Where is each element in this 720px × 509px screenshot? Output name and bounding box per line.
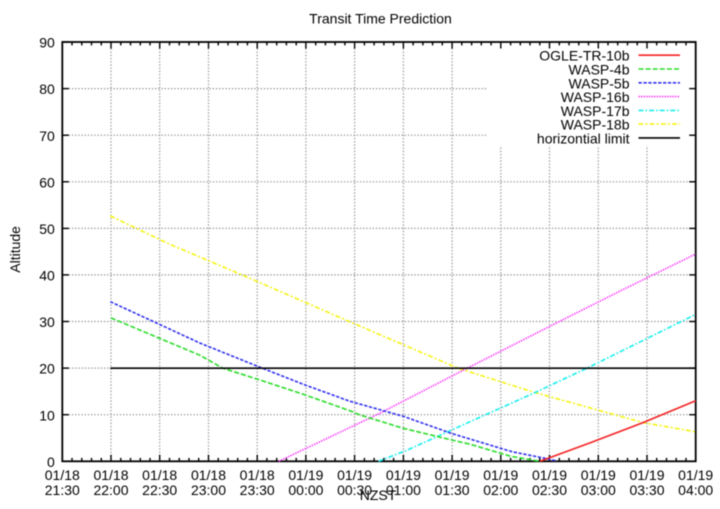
svg-text:01/19: 01/19 bbox=[386, 467, 421, 483]
svg-text:80: 80 bbox=[39, 81, 55, 97]
svg-text:70: 70 bbox=[39, 128, 55, 144]
svg-text:22:00: 22:00 bbox=[93, 482, 128, 498]
svg-text:01:30: 01:30 bbox=[435, 482, 470, 498]
svg-text:01/19: 01/19 bbox=[337, 467, 372, 483]
svg-text:01/19: 01/19 bbox=[483, 467, 518, 483]
svg-text:20: 20 bbox=[39, 361, 55, 377]
svg-text:01/18: 01/18 bbox=[191, 467, 226, 483]
svg-text:OGLE-TR-10b: OGLE-TR-10b bbox=[539, 48, 629, 64]
svg-text:03:30: 03:30 bbox=[629, 482, 664, 498]
svg-text:WASP-4b: WASP-4b bbox=[569, 62, 630, 78]
svg-text:NZST: NZST bbox=[360, 487, 397, 503]
svg-text:01/19: 01/19 bbox=[581, 467, 616, 483]
svg-text:00:00: 00:00 bbox=[288, 482, 323, 498]
svg-text:00:30: 00:30 bbox=[337, 482, 372, 498]
svg-text:90: 90 bbox=[39, 35, 55, 51]
svg-text:WASP-5b: WASP-5b bbox=[569, 75, 630, 91]
svg-text:WASP-18b: WASP-18b bbox=[561, 117, 630, 133]
svg-text:horizontial limit: horizontial limit bbox=[537, 130, 630, 146]
svg-text:Transit Time Prediction: Transit Time Prediction bbox=[309, 11, 452, 27]
svg-text:01/19: 01/19 bbox=[678, 467, 713, 483]
svg-text:03:00: 03:00 bbox=[581, 482, 616, 498]
svg-text:60: 60 bbox=[39, 174, 55, 190]
svg-text:10: 10 bbox=[39, 407, 55, 423]
svg-text:01:00: 01:00 bbox=[386, 482, 421, 498]
svg-text:WASP-16b: WASP-16b bbox=[561, 89, 630, 105]
svg-text:04:00: 04:00 bbox=[678, 482, 713, 498]
svg-text:0: 0 bbox=[47, 454, 55, 470]
svg-text:02:00: 02:00 bbox=[483, 482, 518, 498]
svg-text:WASP-17b: WASP-17b bbox=[561, 103, 630, 119]
svg-text:01/19: 01/19 bbox=[532, 467, 567, 483]
svg-text:01/18: 01/18 bbox=[45, 467, 80, 483]
svg-text:40: 40 bbox=[39, 268, 55, 284]
svg-text:01/18: 01/18 bbox=[142, 467, 177, 483]
svg-text:30: 30 bbox=[39, 314, 55, 330]
svg-text:01/19: 01/19 bbox=[288, 467, 323, 483]
svg-text:22:30: 22:30 bbox=[142, 482, 177, 498]
svg-text:21:30: 21:30 bbox=[45, 482, 80, 498]
svg-text:Altitude: Altitude bbox=[7, 226, 23, 273]
svg-text:01/18: 01/18 bbox=[240, 467, 275, 483]
svg-text:01/19: 01/19 bbox=[435, 467, 470, 483]
svg-text:01/18: 01/18 bbox=[93, 467, 128, 483]
svg-text:23:00: 23:00 bbox=[191, 482, 226, 498]
svg-text:02:30: 02:30 bbox=[532, 482, 567, 498]
svg-text:50: 50 bbox=[39, 221, 55, 237]
svg-text:23:30: 23:30 bbox=[240, 482, 275, 498]
svg-text:01/19: 01/19 bbox=[629, 467, 664, 483]
